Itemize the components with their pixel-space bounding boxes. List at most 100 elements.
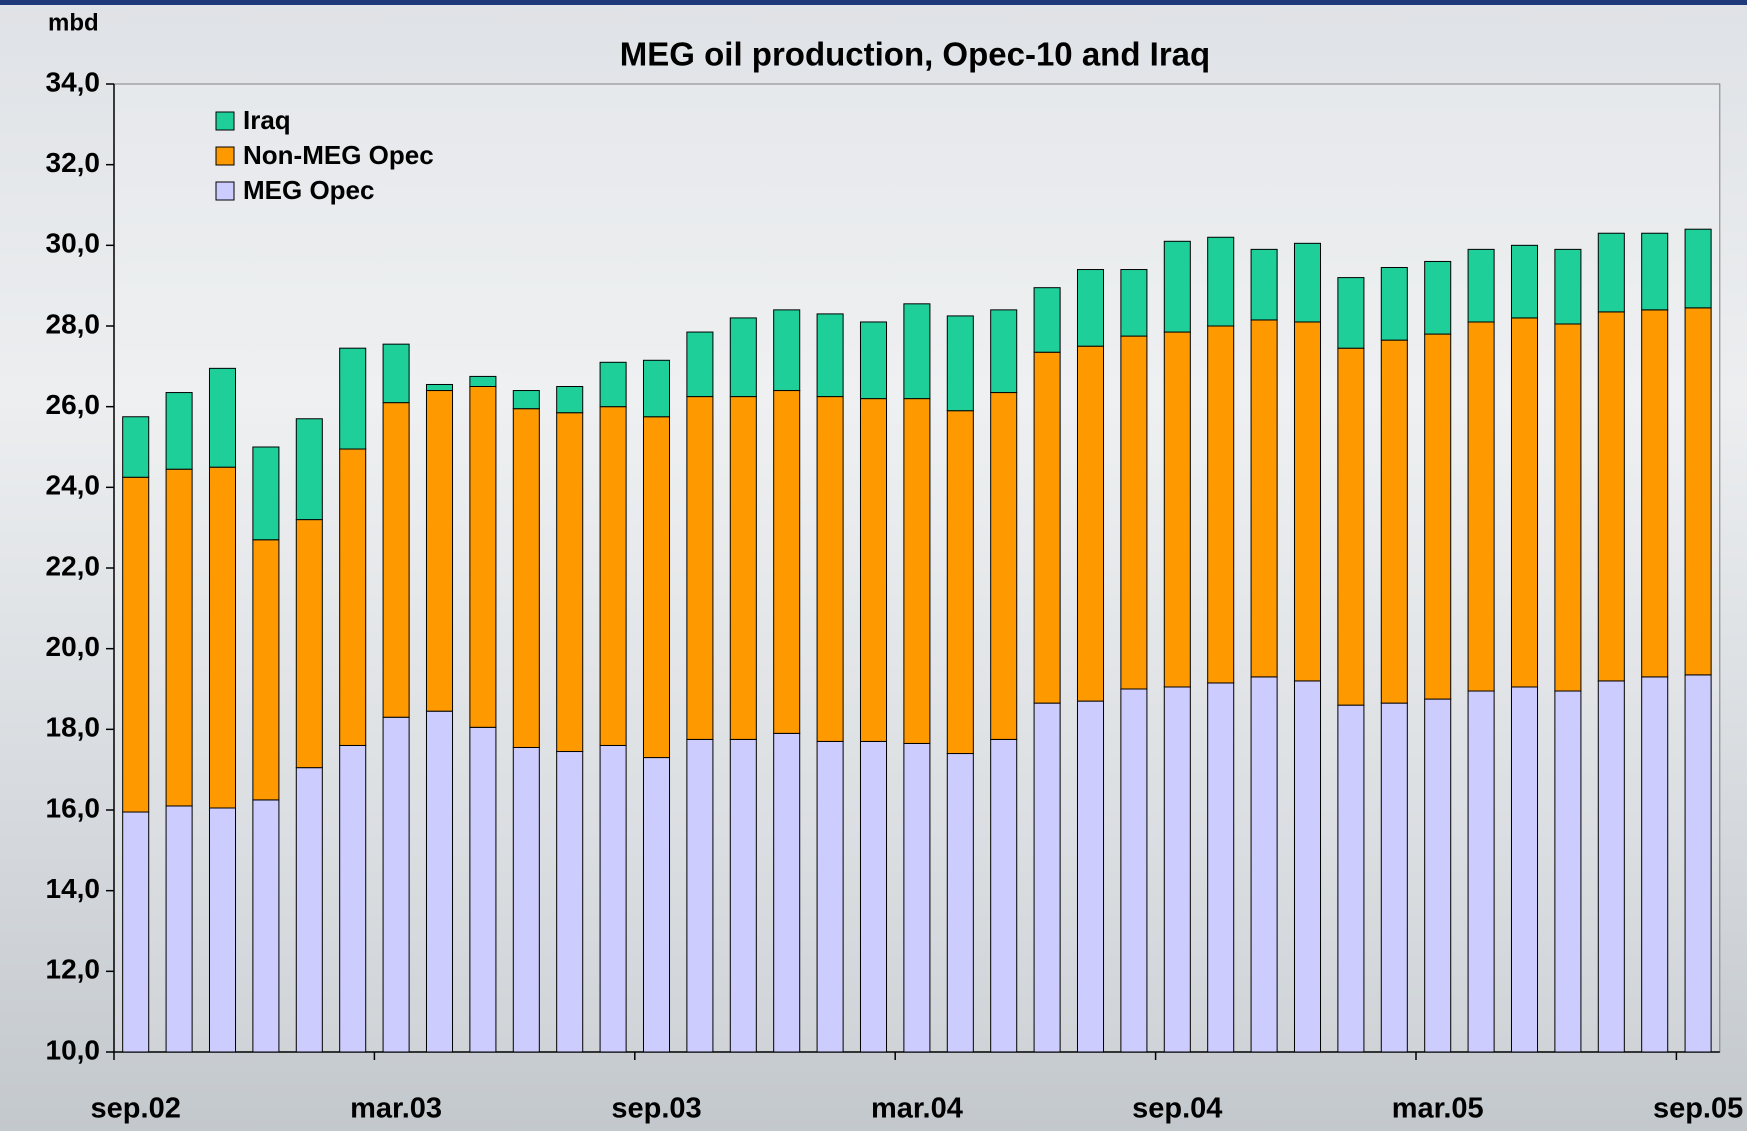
bar-segment (1338, 348, 1364, 705)
bar-segment (817, 314, 843, 397)
bar-segment (1685, 308, 1711, 675)
bar-segment (1251, 677, 1277, 1052)
y-axis-label: mbd (48, 9, 99, 36)
bar-segment (1164, 687, 1190, 1052)
bar-segment (600, 745, 626, 1052)
bar-segment (1468, 691, 1494, 1052)
y-tick-label: 30,0 (46, 228, 101, 259)
bar-segment (1294, 322, 1320, 681)
bar-segment (513, 747, 539, 1052)
bar-segment (860, 399, 886, 742)
legend-label: MEG Opec (243, 175, 374, 205)
bar-segment (1555, 249, 1581, 324)
bar-segment (1251, 320, 1277, 677)
bar-segment (1338, 705, 1364, 1052)
y-tick-label: 34,0 (46, 66, 101, 97)
bar-segment (991, 393, 1017, 740)
bar-segment (730, 318, 756, 397)
legend-label: Iraq (243, 105, 291, 135)
bar-segment (1468, 249, 1494, 322)
bar-segment (1511, 245, 1537, 318)
bar-segment (1164, 332, 1190, 687)
bar-segment (1598, 233, 1624, 312)
bar-segment (774, 310, 800, 391)
bar-segment (774, 391, 800, 734)
bar-segment (1685, 675, 1711, 1052)
bar-segment (947, 411, 973, 754)
bar-segment (1294, 243, 1320, 322)
bar-segment (1034, 352, 1060, 703)
bar-segment (123, 417, 149, 478)
bar-segment (947, 316, 973, 411)
bar-segment (1077, 346, 1103, 701)
bar-segment (991, 739, 1017, 1052)
y-tick-label: 28,0 (46, 308, 101, 339)
bar-segment (1642, 677, 1668, 1052)
bar-segment (860, 741, 886, 1052)
bar-segment (1425, 699, 1451, 1052)
bar-segment (426, 384, 452, 390)
bar-segment (166, 393, 192, 470)
bar-segment (600, 407, 626, 746)
bar-segment (253, 540, 279, 800)
bar-segment (296, 520, 322, 768)
bar-segment (166, 806, 192, 1052)
bar-segment (426, 391, 452, 712)
bar-segment (1381, 703, 1407, 1052)
bar-segment (1555, 324, 1581, 691)
y-tick-label: 10,0 (46, 1034, 101, 1065)
bar-segment (340, 745, 366, 1052)
bar-segment (1121, 336, 1147, 689)
bar-segment (1598, 681, 1624, 1052)
bar-segment (774, 733, 800, 1052)
bar-segment (383, 717, 409, 1052)
bar-segment (296, 419, 322, 520)
bar-segment (860, 322, 886, 399)
bar-segment (1511, 687, 1537, 1052)
bar-segment (513, 391, 539, 409)
bar-segment (687, 397, 713, 740)
bar-segment (1251, 249, 1277, 320)
legend-swatch (216, 112, 234, 130)
bar-segment (426, 711, 452, 1052)
y-tick-label: 32,0 (46, 147, 101, 178)
x-tick-label: mar.03 (350, 1093, 442, 1125)
bar-segment (1685, 229, 1711, 308)
bar-segment (1555, 691, 1581, 1052)
y-tick-label: 26,0 (46, 389, 101, 420)
bar-segment (1034, 288, 1060, 353)
bar-segment (991, 310, 1017, 393)
bar-segment (1511, 318, 1537, 687)
bar-segment (123, 812, 149, 1052)
bar-segment (296, 768, 322, 1052)
bar-segment (209, 808, 235, 1052)
bar-segment (904, 399, 930, 744)
bar-segment (817, 397, 843, 742)
bar-segment (557, 387, 583, 413)
bar-segment (1425, 261, 1451, 334)
bar-segment (166, 469, 192, 806)
bar-segment (1077, 701, 1103, 1052)
bar-segment (470, 727, 496, 1052)
bar-segment (600, 362, 626, 406)
bar-segment (253, 447, 279, 540)
y-tick-label: 24,0 (46, 470, 101, 501)
top-border (0, 0, 1747, 5)
legend-swatch (216, 182, 234, 200)
y-tick-label: 18,0 (46, 712, 101, 743)
bar-segment (904, 743, 930, 1052)
bar-segment (340, 348, 366, 449)
bar-segment (1381, 340, 1407, 703)
x-tick-label: sep.02 (91, 1093, 181, 1125)
x-tick-label: sep.03 (611, 1093, 701, 1125)
bar-segment (470, 387, 496, 728)
bar-segment (1164, 241, 1190, 332)
bar-segment (643, 758, 669, 1052)
bar-segment (1208, 237, 1234, 326)
bar-segment (1642, 310, 1668, 677)
bar-segment (340, 449, 366, 745)
legend-swatch (216, 147, 234, 165)
bar-segment (557, 752, 583, 1052)
bar-segment (253, 800, 279, 1052)
bar-segment (1208, 326, 1234, 683)
